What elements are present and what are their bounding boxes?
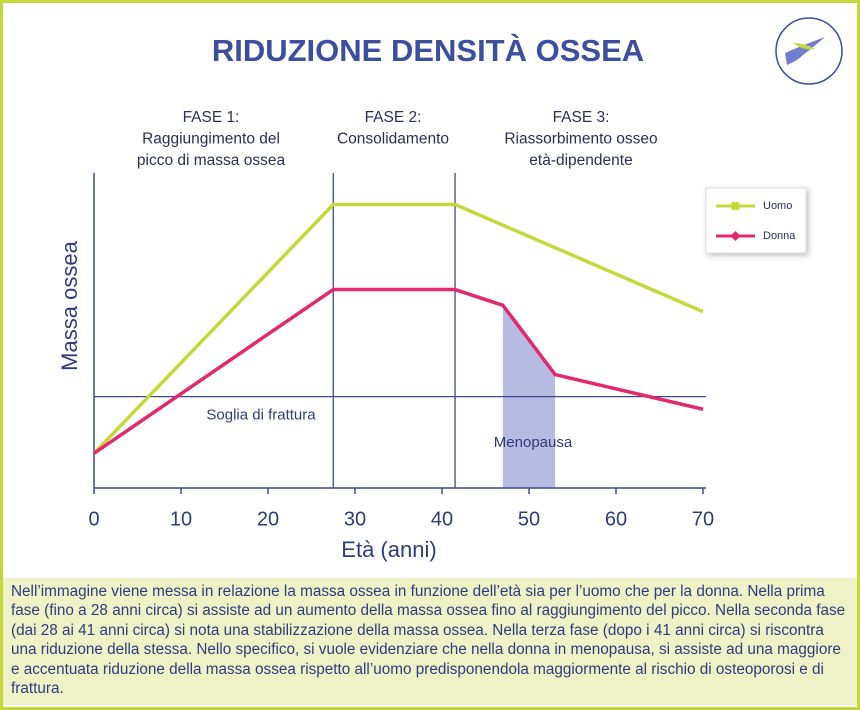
legend-label: Donna [763, 230, 796, 242]
legend-box [705, 187, 807, 254]
x-tick-label: 30 [344, 508, 366, 530]
menopause-label: Menopausa [494, 434, 573, 451]
logo [775, 17, 843, 85]
phase-label: FASE 1: [183, 109, 240, 126]
phase-label: FASE 3: [553, 109, 610, 126]
x-tick-label: 0 [88, 508, 99, 530]
x-tick-label: 20 [257, 508, 279, 530]
series-line [93, 287, 704, 455]
x-tick-label: 40 [431, 508, 453, 530]
phase-label: età-dipendente [529, 152, 632, 169]
legend-label: Uomo [763, 200, 792, 212]
x-axis-label: Età (anni) [341, 537, 436, 562]
chart: RIDUZIONE DENSITÀ OSSEA Età (anni) Massa… [57, 17, 843, 562]
legend-marker [730, 231, 741, 241]
x-tick-label: 50 [518, 508, 540, 530]
phase-label: Riassorbimento osseo [504, 131, 657, 148]
y-axis-label: Massa ossea [57, 240, 82, 370]
phase-label: Raggiungimento del [142, 131, 280, 148]
phase-label: picco di massa ossea [137, 152, 286, 169]
legend-marker [731, 202, 740, 210]
threshold-label: Soglia di frattura [206, 407, 316, 424]
x-tick-label: 10 [170, 508, 192, 530]
x-tick-label: 70 [692, 508, 714, 530]
series-line [92, 202, 704, 455]
phase-label: Consolidamento [337, 131, 449, 148]
phase-label: FASE 2: [365, 109, 422, 126]
title: RIDUZIONE DENSITÀ OSSEA [212, 33, 644, 68]
x-tick-label: 60 [605, 508, 627, 530]
description: Nell’immagine viene messa in relazione l… [3, 578, 857, 705]
